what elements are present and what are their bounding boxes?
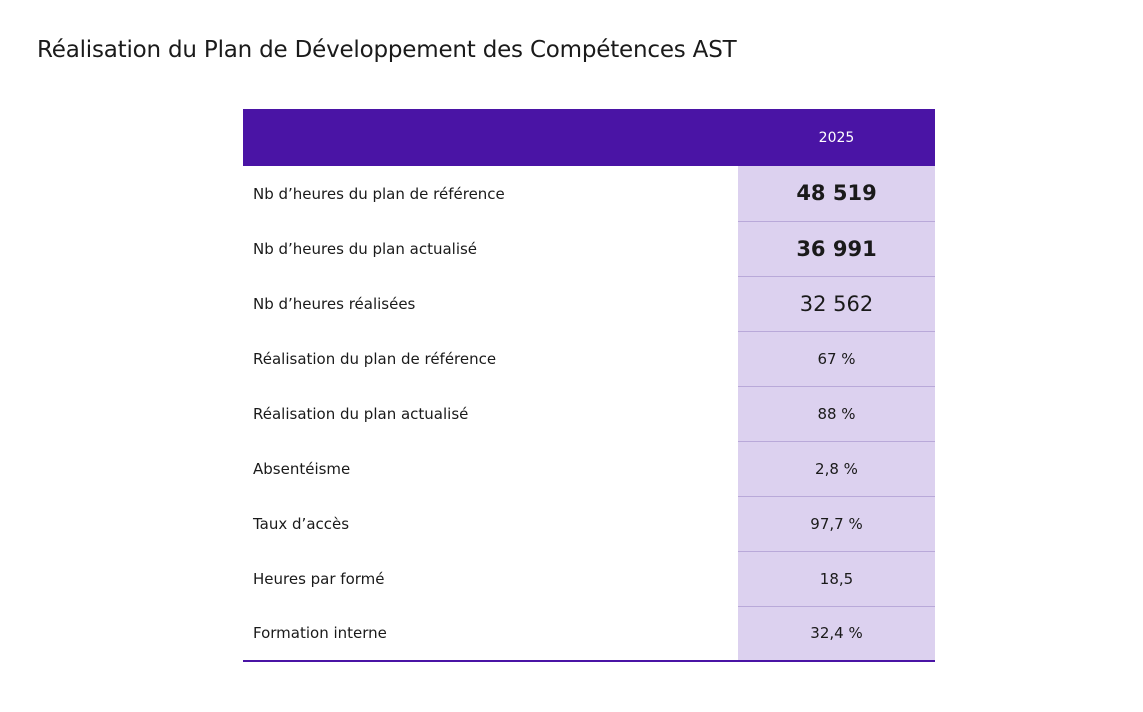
row-value: 48 519	[738, 166, 935, 222]
row-value: 32,4 %	[738, 606, 935, 662]
table-row: Absentéisme 2,8 %	[243, 441, 935, 497]
row-label: Heures par formé	[243, 551, 738, 606]
row-label: Nb d’heures du plan actualisé	[243, 221, 738, 276]
row-label: Nb d’heures réalisées	[243, 276, 738, 331]
row-value: 18,5	[738, 551, 935, 607]
kpi-table-container: 2025 Nb d’heures du plan de référence 48…	[243, 109, 935, 662]
row-value: 88 %	[738, 386, 935, 442]
table-row: Taux d’accès 97,7 %	[243, 496, 935, 552]
row-label: Réalisation du plan de référence	[243, 331, 738, 386]
table-row: Formation interne 32,4 %	[243, 606, 935, 662]
table-row: Nb d’heures du plan de référence 48 519	[243, 166, 935, 222]
row-value: 36 991	[738, 221, 935, 277]
row-label: Nb d’heures du plan de référence	[243, 166, 738, 221]
row-value: 2,8 %	[738, 441, 935, 497]
table-row: Heures par formé 18,5	[243, 551, 935, 607]
page-title: Réalisation du Plan de Développement des…	[37, 37, 737, 64]
row-label: Taux d’accès	[243, 496, 738, 551]
row-label: Absentéisme	[243, 441, 738, 496]
header-label-cell	[243, 109, 738, 166]
row-value: 67 %	[738, 331, 935, 387]
row-value: 97,7 %	[738, 496, 935, 552]
row-label: Réalisation du plan actualisé	[243, 386, 738, 441]
table-row: Nb d’heures réalisées 32 562	[243, 276, 935, 332]
row-value: 32 562	[738, 276, 935, 332]
header-year-cell: 2025	[738, 109, 935, 166]
table-row: Réalisation du plan de référence 67 %	[243, 331, 935, 387]
kpi-table: 2025 Nb d’heures du plan de référence 48…	[243, 109, 935, 662]
table-row: Réalisation du plan actualisé 88 %	[243, 386, 935, 442]
table-row: Nb d’heures du plan actualisé 36 991	[243, 221, 935, 277]
row-label: Formation interne	[243, 606, 738, 662]
table-header-row: 2025	[243, 109, 935, 166]
